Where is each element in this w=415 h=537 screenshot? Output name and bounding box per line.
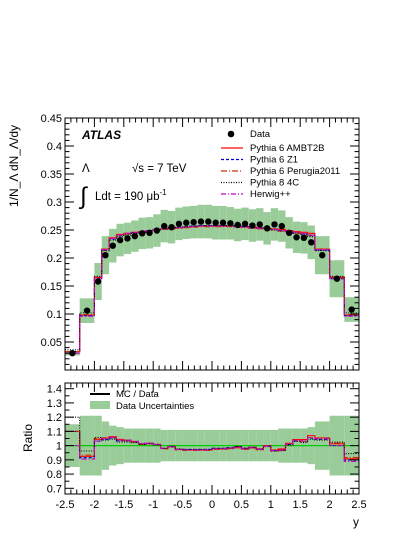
data-point (175, 220, 183, 228)
axis-tick-labels: 0.05 0.1 0.15 0.2 0.25 0.3 0.35 0.4 0.45 0.7 0.8 0.… (41, 113, 367, 511)
ratio-legend-band-label: Data Uncertainties (116, 401, 194, 412)
data-point (319, 252, 326, 259)
data-point (300, 234, 308, 242)
ratio-y-axis-label: Ratio (21, 424, 35, 452)
x-tick-label: 2 (327, 499, 333, 511)
x-tick-label: -1.5 (114, 499, 133, 511)
data-point (348, 306, 355, 313)
x-tick-label: 0 (209, 499, 215, 511)
data-point (234, 221, 241, 229)
luminosity-label: Ldt = 190 μb-1 (95, 188, 167, 203)
top-y-tick-label: 0.15 (41, 281, 62, 293)
x-axis-label: y (353, 515, 359, 529)
data-point (227, 220, 234, 227)
data-point (183, 219, 190, 226)
legend-label-4: Herwig++ (250, 189, 291, 200)
data-point (212, 219, 219, 226)
ratio-y-tick-label: 1.2 (47, 412, 62, 424)
x-tick-label: -0.5 (173, 499, 192, 511)
legend-label-1: Pythia 6 Z1 (250, 155, 298, 166)
legend-data-label: Data (250, 129, 271, 140)
data-point (153, 227, 161, 234)
top-y-tick-label: 0.3 (47, 197, 62, 209)
data-point (333, 275, 341, 282)
data-point (161, 222, 168, 230)
integral-sign: ∫ (78, 183, 88, 210)
data-point (124, 235, 131, 242)
data-point (293, 234, 300, 241)
data-point (146, 229, 153, 236)
ratio-legend-band-swatch (90, 401, 110, 409)
data-point (138, 230, 146, 237)
data-point (271, 221, 278, 228)
data-point (197, 218, 205, 225)
axis-ticks (64, 117, 360, 494)
top-y-tick-label: 0.45 (41, 113, 62, 125)
ratio-legend-mc-label: MC / Data (116, 389, 159, 400)
top-data-points (69, 218, 355, 357)
data-point (94, 278, 102, 285)
legend-label-3: Pythia 8 4C (250, 178, 299, 189)
ratio-mc-series (65, 416, 359, 462)
data-point (109, 242, 116, 249)
top-y-tick-label: 0.1 (47, 309, 62, 321)
ratio-y-tick-label: 1.3 (47, 398, 62, 410)
data-point (249, 222, 256, 229)
ratio-y-tick-label: 1 (56, 441, 62, 453)
ratio-y-tick-label: 1.4 (47, 384, 62, 396)
data-point (263, 225, 271, 232)
ratio-legend: MC / Data Data Uncertainties (90, 389, 194, 412)
ratio-y-tick-label: 0.9 (47, 455, 62, 467)
x-tick-label: 0.5 (234, 499, 249, 511)
legend-label-2: Pythia 6 Perugia2011 (250, 166, 340, 177)
x-tick-label: 1 (268, 499, 274, 511)
data-point (308, 239, 315, 246)
top-y-axis-label: 1/N_Λ dN_Λ/dy (7, 125, 21, 207)
data-point (190, 218, 197, 226)
luminosity-exponent: -1 (160, 188, 168, 197)
ratio-series-line-4 (65, 436, 359, 462)
data-point (69, 350, 76, 357)
particle-label: Λ (82, 163, 90, 175)
ratio-y-tick-label: 1.1 (47, 426, 62, 438)
top-y-tick-label: 0.35 (41, 169, 62, 181)
legend-label-0: Pythia 6 AMBT2B (250, 143, 324, 154)
data-point (168, 224, 175, 231)
data-point (241, 220, 249, 228)
luminosity-text: Ldt = 190 μb (95, 191, 160, 203)
data-point (256, 221, 263, 228)
top-series-line-4 (65, 225, 359, 354)
ratio-y-tick-label: 0.8 (47, 469, 62, 481)
data-point (278, 222, 286, 230)
data-point (116, 236, 124, 244)
top-series-line-2 (65, 226, 359, 353)
x-tick-label: 1.5 (293, 499, 308, 511)
data-point (102, 252, 109, 259)
x-tick-label: 2.5 (351, 499, 366, 511)
top-series-line-3 (65, 224, 359, 351)
data-point (131, 232, 139, 240)
data-point (219, 219, 227, 226)
top-y-tick-label: 0.05 (41, 337, 62, 349)
data-point (285, 229, 293, 236)
experiment-label: ATLAS (81, 128, 121, 142)
x-tick-label: -2.5 (56, 499, 75, 511)
top-y-tick-label: 0.4 (47, 141, 62, 153)
ratio-y-tick-label: 0.7 (47, 483, 62, 495)
top-y-tick-label: 0.2 (47, 253, 62, 265)
top-mc-series (65, 224, 359, 354)
data-point (205, 218, 212, 225)
x-tick-label: -2 (90, 499, 100, 511)
data-point (83, 307, 91, 314)
energy-label: √s = 7 TeV (132, 162, 187, 175)
legend-data-marker (227, 130, 235, 138)
x-tick-label: -1 (148, 499, 158, 511)
top-y-tick-label: 0.25 (41, 225, 62, 237)
